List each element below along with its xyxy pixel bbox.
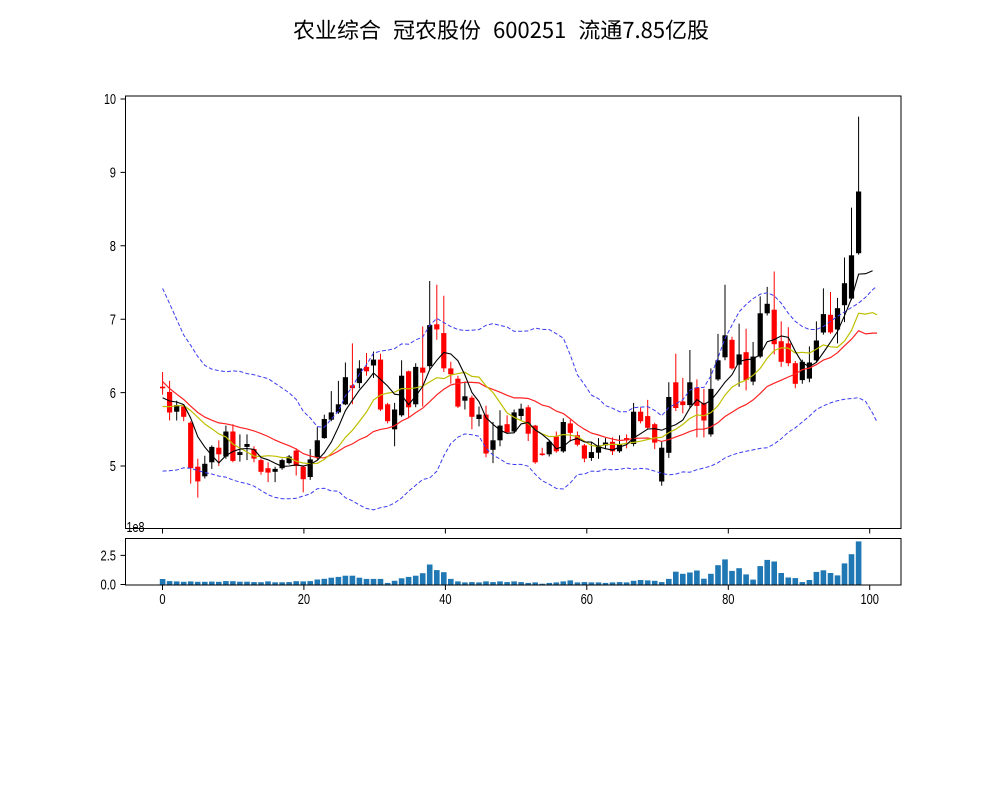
svg-text:5: 5: [110, 459, 116, 475]
svg-text:9: 9: [110, 166, 116, 182]
svg-text:6: 6: [110, 386, 116, 402]
svg-text:100: 100: [860, 592, 879, 608]
svg-text:60: 60: [581, 592, 593, 608]
svg-text:20: 20: [298, 592, 310, 608]
svg-text:10: 10: [104, 92, 116, 108]
svg-text:1e8: 1e8: [127, 520, 145, 536]
svg-text:80: 80: [722, 592, 734, 608]
svg-text:0.0: 0.0: [101, 578, 117, 594]
svg-text:40: 40: [439, 592, 451, 608]
svg-text:2.5: 2.5: [101, 549, 117, 565]
svg-text:0: 0: [159, 592, 165, 608]
svg-text:8: 8: [110, 239, 116, 255]
svg-text:7: 7: [110, 312, 116, 328]
